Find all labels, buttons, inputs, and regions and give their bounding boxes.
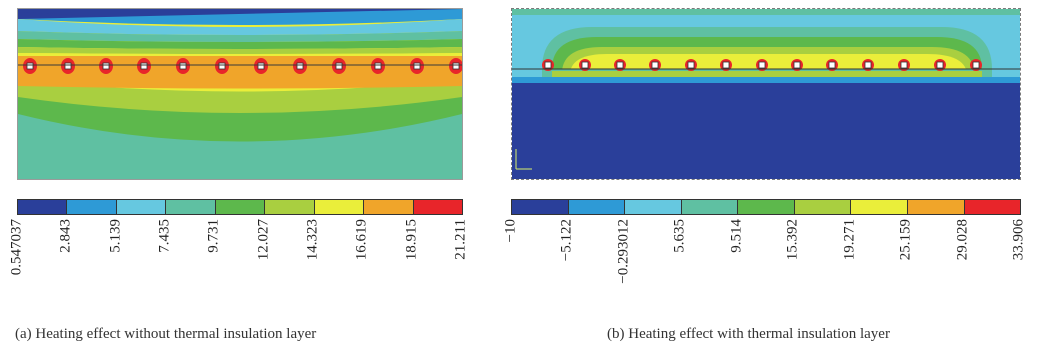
panel-a: 0.547037 2.843 5.139 7.435 9.731 12.027 14.323… [0,0,480,353]
panel-b: −10 −5.122 −0.293012 5.635 9.514 15.392 19.271… [490,0,1049,353]
pipe-marker [453,63,459,69]
colorbar-tick-label: 19.271 [842,219,857,260]
colorbar-segment-b [851,200,908,214]
pipe-marker [65,63,71,69]
colorbar-tick-label: 15.392 [786,219,801,260]
colorbar-segment-a [166,200,215,214]
pipe-marker [582,62,588,68]
colorbar-tick-label: 5.635 [673,219,688,253]
pipe-marker [973,62,979,68]
caption-a: (a) Heating effect without thermal insul… [15,326,316,343]
pipe-marker [297,63,303,69]
pipe-marker [336,63,342,69]
pipe-marker [180,63,186,69]
colorbar-tick-label: 0.547037 [10,219,25,275]
colorbar-tick-label: 9.514 [729,219,744,253]
colorbar-tick-label: −5.122 [560,219,575,261]
colorbar-tick-label: 2.843 [59,219,74,253]
pipe-marker [865,62,871,68]
colorbar-tick-label: 29.028 [955,219,970,260]
contour-plot-a [17,8,463,180]
colorbar-segment-b [738,200,795,214]
colorbar-segment-b [569,200,626,214]
colorbar-segment-b [682,200,739,214]
pipe-marker [375,63,381,69]
colorbar-tick-label: 12.027 [256,219,271,260]
colorbar-tick-label: 16.619 [355,219,370,260]
pipe-marker [141,63,147,69]
colorbar-segment-b [795,200,852,214]
pipe-marker [688,62,694,68]
pipe-marker [652,62,658,68]
pipe-marker [901,62,907,68]
contour-plot-b [511,8,1021,180]
colorbar-tick-label: 21.211 [454,219,469,260]
colorbar-tick-label: 9.731 [207,219,222,253]
colorbar-segment-a [117,200,166,214]
colorbar-segment-a [315,200,364,214]
colorbar-tick-label: 14.323 [306,219,321,260]
colorbar-tick-label: −10 [504,219,519,242]
caption-b: (b) Heating effect with thermal insulati… [607,326,890,343]
colorbar-tick-label: 25.159 [899,219,914,260]
colorbar-segment-b [965,200,1021,214]
pipe-marker [545,62,551,68]
colorbar-segment-a [414,200,462,214]
colorbar-segment-a [216,200,265,214]
pipe-marker [759,62,765,68]
colorbar-segment-b [512,200,569,214]
colorbar-b [511,199,1021,215]
contour-svg-a [18,9,462,179]
pipe-marker [617,62,623,68]
pipe-marker [103,63,109,69]
colorbar-tick-label: 18.915 [404,219,419,260]
colorbar-tick-label: 33.906 [1012,219,1027,260]
colorbar-tick-label: 7.435 [158,219,173,253]
pipe-marker [27,63,33,69]
colorbar-segment-a [18,200,67,214]
pipe-marker [723,62,729,68]
colorbar-segment-a [364,200,413,214]
colorbar-a [17,199,463,215]
colorbar-tick-label: 5.139 [108,219,123,253]
pipe-marker [794,62,800,68]
colorbar-segment-a [67,200,116,214]
pipe-marker [937,62,943,68]
colorbar-segment-b [908,200,965,214]
pipe-marker [219,63,225,69]
contour-svg-b [512,9,1020,179]
pipe-marker [829,62,835,68]
pipe-marker [414,63,420,69]
colorbar-segment-b [625,200,682,214]
pipe-marker [258,63,264,69]
colorbar-segment-a [265,200,314,214]
colorbar-tick-label: −0.293012 [616,219,631,284]
